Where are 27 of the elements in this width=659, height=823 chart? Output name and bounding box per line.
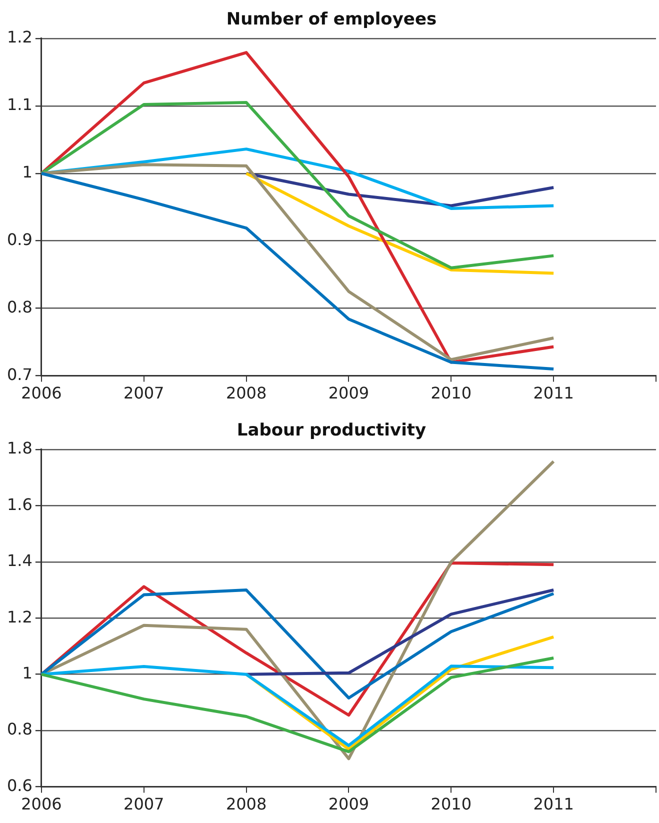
x-tick-label: 2008 xyxy=(226,794,267,814)
y-tick-label: 1.6 xyxy=(6,494,32,514)
y-tick-label: 0.9 xyxy=(6,230,32,249)
x-tick-label: 2009 xyxy=(328,794,370,814)
y-tick-label: 1 xyxy=(22,162,32,182)
y-tick-label: 0.7 xyxy=(6,364,32,384)
y-tick-label: 1 xyxy=(22,663,32,682)
x-tick-label: 2009 xyxy=(328,384,370,403)
y-tick-label: 0.8 xyxy=(6,297,32,316)
x-tick-label: 2010 xyxy=(430,384,472,403)
y-tick-label: 1.2 xyxy=(6,607,32,626)
y-tick-label: 1.1 xyxy=(6,95,32,114)
x-tick-label: 2007 xyxy=(124,794,164,814)
y-tick-label: 1.8 xyxy=(6,438,32,458)
chart-title: Number of employees xyxy=(226,10,437,30)
chart-title: Labour productivity xyxy=(236,420,426,441)
y-tick-label: 1.4 xyxy=(6,551,32,570)
y-tick-label: 0.6 xyxy=(6,776,32,795)
x-tick-label: 2006 xyxy=(21,384,62,403)
x-tick-label: 2007 xyxy=(124,384,164,403)
x-tick-label: 2008 xyxy=(226,384,267,403)
y-tick-label: 1.2 xyxy=(6,28,32,47)
x-tick-label: 2011 xyxy=(533,384,574,403)
x-tick-label: 2010 xyxy=(430,794,472,814)
x-tick-label: 2006 xyxy=(21,794,62,814)
y-tick-label: 0.8 xyxy=(6,720,32,739)
x-tick-label: 2011 xyxy=(533,794,574,814)
